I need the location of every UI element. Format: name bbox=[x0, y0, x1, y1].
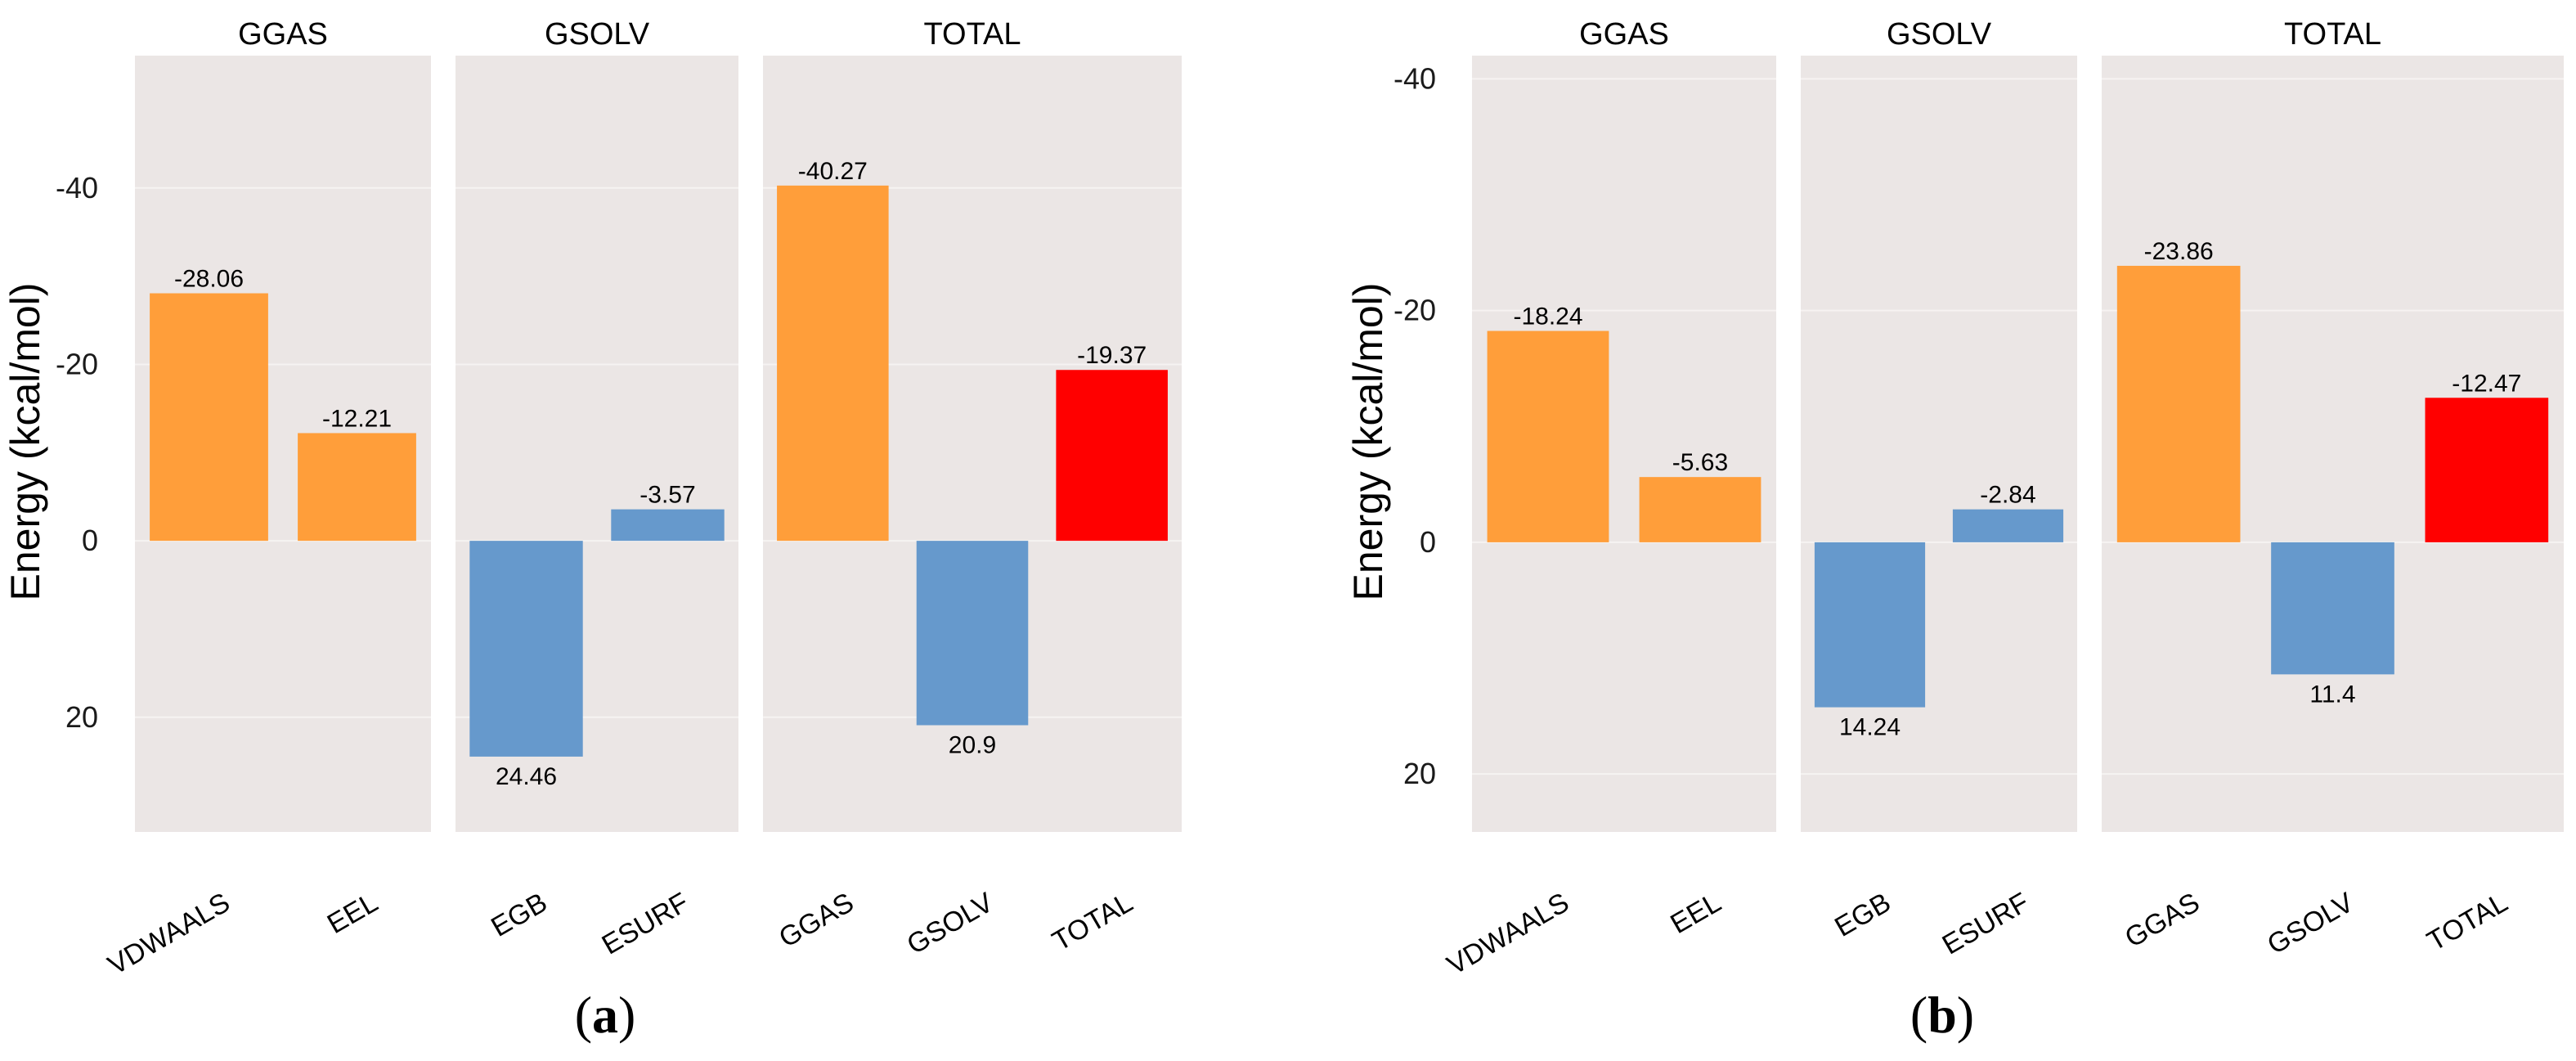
category-label: GGAS bbox=[2120, 887, 2205, 954]
category-label: ESURF bbox=[597, 887, 694, 961]
category-label: ESURF bbox=[1937, 887, 2035, 961]
y-tick-label: -20 bbox=[1393, 294, 1436, 327]
category-label: TOTAL bbox=[2422, 887, 2513, 957]
data-label: 24.46 bbox=[496, 763, 557, 790]
bar-total bbox=[1056, 370, 1168, 542]
y-tick-label: 20 bbox=[1403, 757, 1436, 790]
chart-a: GGAS -28.06 VDWAALS -12.21 EEL GSOLV 24.46 EGB -… bbox=[2, 17, 1182, 1044]
y-tick-label: -20 bbox=[56, 347, 98, 380]
category-label: VDWAALS bbox=[103, 887, 236, 981]
data-label: 11.4 bbox=[2309, 681, 2355, 708]
facet-total: TOTAL -23.86 GGAS 11.4 GSOLV -12.47 TOTAL bbox=[2102, 17, 2564, 960]
chart-b: GGAS -18.24 VDWAALS -5.63 EEL GSOLV 14.24 EGB -2… bbox=[1345, 17, 2564, 1044]
category-label: EEL bbox=[322, 887, 384, 940]
data-label: -12.21 bbox=[322, 405, 392, 432]
subfigure-caption: (b) bbox=[1910, 986, 1974, 1044]
data-label: 20.9 bbox=[949, 732, 996, 759]
data-label: -2.84 bbox=[1980, 482, 2035, 509]
category-label: GGAS bbox=[774, 887, 859, 954]
category-label: TOTAL bbox=[1047, 887, 1138, 957]
y-tick-label: -40 bbox=[1393, 61, 1436, 95]
facet-gsolv: GSOLV 24.46 EGB -3.57 ESURF bbox=[456, 17, 738, 961]
y-axis-label: Energy (kcal/mol) bbox=[1345, 283, 1391, 601]
facet-total: TOTAL -40.27 GGAS 20.9 GSOLV -19.37 TOTAL bbox=[763, 17, 1182, 960]
facet-title: TOTAL bbox=[2284, 17, 2381, 52]
facet-title: GSOLV bbox=[545, 17, 650, 52]
category-label: EEL bbox=[1665, 887, 1726, 940]
bar-eel bbox=[1639, 477, 1761, 542]
data-label: 14.24 bbox=[1839, 714, 1901, 741]
y-tick-label: 0 bbox=[82, 524, 98, 557]
bar-vdwaals bbox=[1487, 330, 1609, 542]
category-label: EGB bbox=[486, 887, 552, 943]
facet-ggas: GGAS -28.06 VDWAALS -12.21 EEL bbox=[103, 17, 431, 981]
data-label: -3.57 bbox=[640, 482, 695, 509]
bar-ggas bbox=[2116, 265, 2241, 542]
data-label: -18.24 bbox=[1513, 303, 1582, 330]
bar-esurf bbox=[1952, 509, 2064, 542]
facet-gsolv: GSOLV 14.24 EGB -2.84 ESURF bbox=[1801, 17, 2077, 961]
y-tick-label: -40 bbox=[56, 171, 98, 205]
y-tick-label: 0 bbox=[1420, 525, 1436, 559]
bar-eel bbox=[298, 433, 416, 542]
category-label: VDWAALS bbox=[1442, 887, 1574, 981]
facet-title: GGAS bbox=[1579, 17, 1669, 52]
bar-egb bbox=[469, 541, 583, 757]
data-label: -28.06 bbox=[174, 266, 244, 293]
bar-gsolv bbox=[916, 541, 1029, 726]
bar-esurf bbox=[611, 509, 725, 542]
y-axis-label: Energy (kcal/mol) bbox=[2, 283, 48, 601]
category-label: GSOLV bbox=[902, 887, 999, 960]
bar-gsolv bbox=[2271, 542, 2394, 675]
category-label: EGB bbox=[1829, 887, 1896, 943]
facet-title: GSOLV bbox=[1887, 17, 1992, 52]
data-label: -19.37 bbox=[1077, 342, 1147, 369]
facet-ggas: GGAS -18.24 VDWAALS -5.63 EEL bbox=[1442, 17, 1776, 981]
data-label: -40.27 bbox=[798, 158, 868, 185]
y-tick-label: 20 bbox=[65, 700, 98, 734]
bar-vdwaals bbox=[150, 293, 268, 542]
bar-total bbox=[2425, 398, 2549, 542]
bar-egb bbox=[1814, 542, 1926, 708]
data-label: -23.86 bbox=[2144, 238, 2214, 265]
subfigure-caption: (a) bbox=[575, 986, 636, 1044]
facet-title: TOTAL bbox=[924, 17, 1021, 52]
data-label: -12.47 bbox=[2452, 370, 2521, 397]
category-label: GSOLV bbox=[2262, 887, 2359, 960]
data-label: -5.63 bbox=[1672, 449, 1728, 476]
facet-title: GGAS bbox=[238, 17, 328, 52]
bar-ggas bbox=[777, 185, 889, 542]
